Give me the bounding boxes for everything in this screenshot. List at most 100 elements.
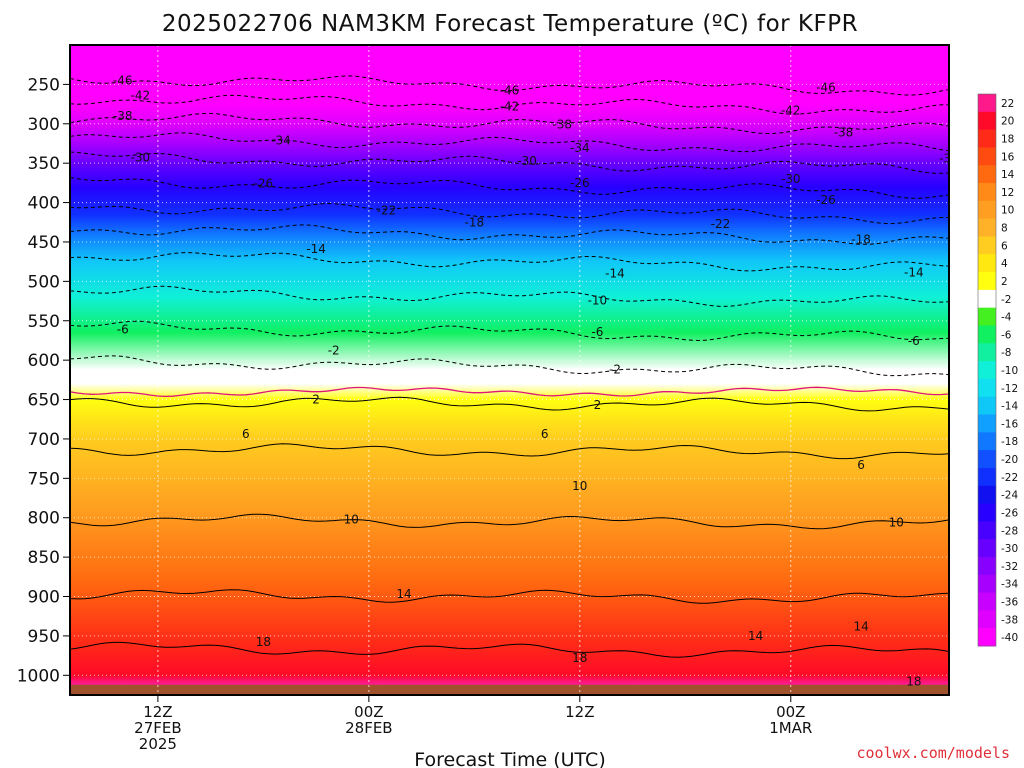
y-tick-label: 650 xyxy=(28,391,60,411)
contour-label: -46 xyxy=(500,84,520,98)
contour-line--6 xyxy=(70,320,949,342)
contour-line--34 xyxy=(70,132,949,153)
contour-label: 10 xyxy=(889,515,904,529)
x-tick-label: 28FEB xyxy=(345,719,392,737)
contour-line-10 xyxy=(70,513,949,530)
contour-line--26 xyxy=(70,177,949,199)
contour-label: -14 xyxy=(904,266,924,280)
colorbar-swatch xyxy=(978,467,996,487)
colorbar-swatch xyxy=(978,574,996,594)
colorbar-label: -36 xyxy=(1001,596,1018,608)
colorbar-swatch xyxy=(978,111,996,131)
y-tick-label: 450 xyxy=(28,233,60,253)
x-tick-label: 12Z xyxy=(143,703,172,721)
contour-label: -30 xyxy=(517,154,537,168)
colorbar-label: -40 xyxy=(1001,632,1018,644)
colorbar-label: -34 xyxy=(1001,579,1018,591)
contour-label: -42 xyxy=(500,99,520,113)
colorbar-swatch xyxy=(978,272,996,291)
contour-label: 2 xyxy=(963,368,971,382)
colorbar-label: -24 xyxy=(1001,490,1018,502)
x-tick-label: 1MAR xyxy=(769,719,812,737)
contour-line--38 xyxy=(70,112,949,134)
colorbar-swatch xyxy=(978,414,996,433)
y-tick-label: 700 xyxy=(28,430,60,450)
contour-label: -26 xyxy=(816,193,836,207)
colorbar: 22 20 18 16 14 12 10 8 6 4 2 -2 -4 -6 -8 -10 -12 -14 -16 -1… xyxy=(977,93,1018,647)
credit-text: coolwx.com/models xyxy=(856,744,1010,762)
contour-line--46 xyxy=(70,75,949,96)
contour-label: -6 xyxy=(117,322,129,336)
contour-label: 14 xyxy=(748,629,763,643)
contour-label: 10 xyxy=(344,512,359,526)
contour-line--18 xyxy=(70,224,949,245)
plot-area: -46-46 -46-42-42 -42-38-38-38-34-34-34-30-… xyxy=(70,45,971,695)
contour-label: -46 xyxy=(113,73,133,87)
contour-lines xyxy=(70,75,949,658)
contour-label: 2 xyxy=(963,398,971,412)
contour-label: -34 xyxy=(570,141,590,155)
colorbar-label: -16 xyxy=(1001,418,1018,430)
x-tick-label: 2025 xyxy=(139,735,177,753)
contour-label: 6 xyxy=(857,458,865,472)
colorbar-swatch xyxy=(978,147,996,166)
contour-label: -18 xyxy=(851,233,871,247)
contour-label: 14 xyxy=(396,587,411,601)
colorbar-label: -38 xyxy=(1001,614,1018,626)
y-axis-ticks: 250 300 350 400 450 500 550 600 650 700 750 800 850 9… xyxy=(17,75,70,686)
contour-label: -30 xyxy=(131,151,151,165)
y-tick-label: 950 xyxy=(28,627,60,647)
colorbar-label: -18 xyxy=(1001,436,1018,448)
contour-label: -22 xyxy=(377,203,397,217)
contour-label: -14 xyxy=(306,242,326,256)
y-tick-label: 600 xyxy=(28,351,60,371)
contour-label: -34 xyxy=(271,133,291,147)
chart-title: 2025022706 NAM3KM Forecast Temperature (… xyxy=(162,11,858,37)
colorbar-label: -28 xyxy=(1001,525,1018,537)
freezing-line xyxy=(70,386,949,398)
colorbar-swatch xyxy=(978,254,996,273)
colorbar-swatch xyxy=(978,432,996,451)
colorbar-label: 10 xyxy=(1001,205,1014,217)
contour-label: -10 xyxy=(588,293,608,307)
contour-label: -38 xyxy=(113,109,133,123)
plot-frame xyxy=(69,44,950,696)
contour-line--30 xyxy=(70,151,949,174)
y-tick-label: 800 xyxy=(28,509,60,529)
colorbar-label: -6 xyxy=(1001,329,1012,341)
contour-label: -6 xyxy=(591,325,603,339)
contour-label: -2 xyxy=(609,363,621,377)
colorbar-swatch xyxy=(978,343,996,362)
colorbar-label: 6 xyxy=(1001,240,1008,252)
colorbar-swatch xyxy=(978,361,996,380)
contour-label: -2 xyxy=(328,344,340,358)
colorbar-swatch xyxy=(978,129,996,148)
x-tick-label: 27FEB xyxy=(134,719,181,737)
colorbar-label: -4 xyxy=(1001,312,1012,324)
contour-label: 6 xyxy=(242,427,250,441)
colorbar-swatch xyxy=(978,236,996,255)
colorbar-swatch xyxy=(978,521,996,540)
contour-label: -30 xyxy=(781,172,801,186)
colorbar-label: -14 xyxy=(1001,401,1018,413)
colorbar-swatch xyxy=(978,450,996,469)
colorbar-swatch xyxy=(978,94,996,113)
contour-label: 18 xyxy=(906,675,921,689)
y-tick-label: 750 xyxy=(28,469,60,489)
colorbar-frame xyxy=(977,93,997,647)
x-tick-label: 00Z xyxy=(776,703,805,721)
colorbar-label: 20 xyxy=(1001,116,1014,128)
colorbar-label: 14 xyxy=(1001,169,1015,181)
contour-label: -18 xyxy=(465,215,485,229)
colorbar-label: 2 xyxy=(1001,276,1008,288)
contour-label: -46 xyxy=(816,81,836,95)
contour-label: 18 xyxy=(256,635,271,649)
colorbar-swatch xyxy=(978,592,996,611)
contour-label: -14 xyxy=(605,266,625,280)
colorbar-swatch xyxy=(978,200,996,220)
colorbar-label: -8 xyxy=(1001,347,1011,359)
x-axis-label: Forecast Time (UTC) xyxy=(414,749,605,768)
colorbar-label: -20 xyxy=(1001,454,1018,466)
y-tick-label: 500 xyxy=(28,272,60,292)
colorbar-label: -30 xyxy=(1001,543,1018,555)
